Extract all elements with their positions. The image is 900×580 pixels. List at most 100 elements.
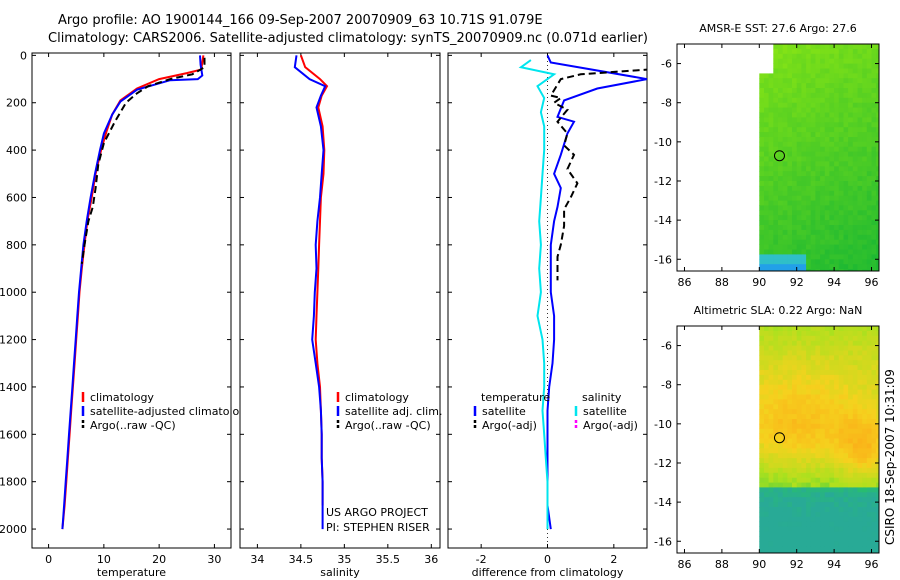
- heatmap-cell: [843, 58, 849, 64]
- heatmap-cell: [806, 137, 812, 143]
- heatmap-cell: [857, 365, 863, 371]
- heatmap-cell: [848, 156, 854, 162]
- heatmap-cell: [871, 330, 877, 337]
- heatmap-cell: [773, 414, 779, 420]
- heatmap-cell: [820, 384, 826, 390]
- heatmap-cell: [810, 181, 816, 187]
- heatmap-cell: [838, 526, 844, 532]
- y-tick-label: -16: [654, 535, 672, 548]
- heatmap-cell: [810, 78, 816, 84]
- heatmap-cell: [815, 345, 821, 351]
- heatmap-cell: [773, 463, 779, 469]
- heatmap-cell: [834, 502, 840, 508]
- heatmap-cell: [787, 335, 793, 342]
- heatmap-cell: [782, 370, 788, 376]
- heatmap-cell: [764, 526, 770, 532]
- heatmap-cell: [876, 497, 880, 503]
- heatmap-cell: [810, 146, 816, 152]
- y-tick-label: -12: [654, 457, 672, 470]
- heatmap-cell: [773, 161, 779, 167]
- heatmap-cell: [801, 394, 807, 400]
- heatmap-cell: [834, 404, 840, 410]
- heatmap-cell: [876, 161, 880, 167]
- heatmap-cell: [796, 68, 802, 74]
- heatmap-cell: [801, 127, 807, 133]
- heatmap-cell: [843, 370, 849, 376]
- heatmap-cell: [857, 48, 863, 55]
- heatmap-cell: [782, 526, 788, 532]
- heatmap-cell: [852, 448, 858, 454]
- heatmap-cell: [857, 374, 863, 381]
- heatmap-cell: [768, 330, 774, 337]
- heatmap-cell: [862, 102, 868, 108]
- heatmap-cell: [796, 463, 802, 469]
- heatmap-cell: [843, 259, 849, 265]
- heatmap-cell: [787, 511, 793, 518]
- heatmap-cell: [824, 404, 830, 410]
- heatmap-cell: [838, 379, 844, 386]
- heatmap-cell: [824, 259, 830, 265]
- heatmap-cell: [834, 58, 840, 64]
- heatmap-cell: [801, 355, 807, 361]
- heatmap-cell: [862, 536, 868, 542]
- heatmap-cell: [862, 453, 868, 459]
- heatmap-cell: [824, 399, 830, 405]
- heatmap-cell: [801, 215, 807, 221]
- heatmap-cell: [796, 185, 802, 192]
- heatmap-cell: [782, 428, 788, 434]
- heatmap-cell: [838, 73, 844, 79]
- heatmap-cell: [778, 507, 784, 513]
- heatmap-cell: [806, 181, 812, 187]
- heatmap-cell: [801, 122, 807, 128]
- heatmap-cell: [815, 161, 821, 167]
- heatmap-cell: [871, 200, 877, 206]
- heatmap-cell: [764, 107, 770, 113]
- heatmap-cell: [862, 97, 868, 104]
- heatmap-cell: [768, 531, 774, 537]
- heatmap-cell: [810, 269, 816, 272]
- heatmap-cell: [787, 137, 793, 143]
- heatmap-cell: [806, 78, 812, 84]
- x-tick-label: 86: [677, 276, 691, 289]
- heatmap-cell: [787, 44, 793, 50]
- heatmap-cell: [866, 44, 872, 50]
- heatmap-cell: [824, 482, 830, 488]
- heatmap-cell: [815, 48, 821, 55]
- heatmap-cell: [871, 453, 877, 459]
- heatmap-cell: [815, 200, 821, 206]
- heatmap-cell: [838, 516, 844, 523]
- heatmap-cell: [824, 497, 830, 503]
- heatmap-cell: [768, 151, 774, 157]
- heatmap-cell: [806, 492, 812, 498]
- heatmap-cell: [778, 497, 784, 503]
- heatmap-cell: [829, 269, 835, 272]
- heatmap-cell: [801, 433, 807, 439]
- heatmap-cell: [801, 205, 807, 211]
- heatmap-cell: [820, 107, 826, 113]
- heatmap-cell: [806, 433, 812, 439]
- heatmap-cell: [857, 330, 863, 337]
- heatmap-cell: [824, 171, 830, 177]
- heatmap-cell: [834, 220, 840, 226]
- heatmap-cell: [764, 83, 770, 89]
- heatmap-cell: [876, 171, 880, 177]
- heatmap-cell: [871, 433, 877, 439]
- heatmap-cell: [820, 536, 826, 542]
- heatmap-cell: [876, 259, 880, 265]
- heatmap-cell: [848, 88, 854, 94]
- heatmap-cell: [857, 507, 863, 513]
- heatmap-cell: [773, 58, 779, 64]
- heatmap-cell: [857, 419, 863, 425]
- heatmap-cell: [796, 176, 802, 182]
- heatmap-cell: [857, 225, 863, 231]
- heatmap-cell: [871, 458, 877, 464]
- heatmap-cell: [857, 249, 863, 255]
- heatmap-cell: [782, 249, 788, 255]
- heatmap-cell: [815, 536, 821, 542]
- heatmap-cell: [810, 340, 816, 346]
- heatmap-cell: [806, 438, 812, 444]
- heatmap-cell: [768, 551, 774, 554]
- heatmap-cell: [866, 546, 872, 552]
- heatmap-cell: [834, 107, 840, 113]
- heatmap-cell: [792, 234, 798, 241]
